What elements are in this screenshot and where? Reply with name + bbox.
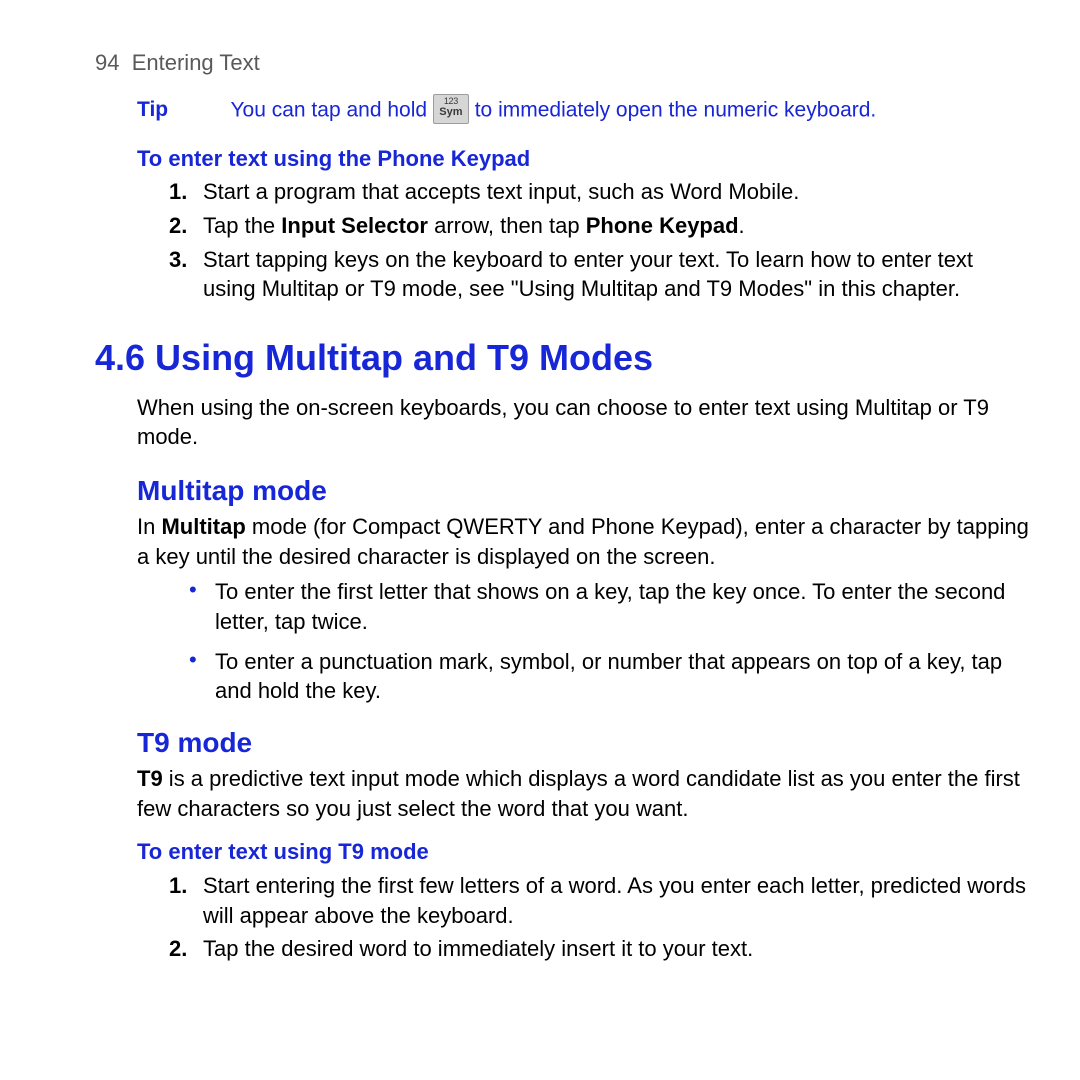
t9-intro: T9 is a predictive text input mode which… (137, 764, 1030, 823)
list-item: Tap the desired word to immediately inse… (203, 934, 1030, 964)
phone-keypad-steps: Start a program that accepts text input,… (95, 177, 1030, 304)
step-text: Start a program that accepts text input,… (203, 179, 799, 204)
step-text: arrow, then tap (428, 213, 586, 238)
tip-text-before: You can tap and hold (230, 98, 432, 121)
t9-sub-heading: To enter text using T9 mode (137, 837, 1030, 867)
text-bold: T9 (137, 766, 163, 791)
manual-page: 94 Entering Text Tip You can tap and hol… (0, 0, 1080, 1080)
step-bold: Input Selector (281, 213, 428, 238)
list-item: Start a program that accepts text input,… (203, 177, 1030, 207)
list-item: To enter a punctuation mark, symbol, or … (215, 647, 1030, 706)
step-bold: Phone Keypad (586, 213, 739, 238)
t9-steps: Start entering the first few letters of … (95, 871, 1030, 964)
step-text: Tap the (203, 213, 281, 238)
key-icon-top: 123 (434, 95, 468, 106)
step-text: Start tapping keys on the keyboard to en… (203, 247, 973, 302)
tip-block: Tip You can tap and hold 123 Sym to imme… (137, 96, 1030, 126)
section-intro: When using the on-screen keyboards, you … (137, 393, 1030, 452)
multitap-heading: Multitap mode (137, 472, 1030, 510)
section-heading: 4.6 Using Multitap and T9 Modes (95, 334, 1030, 383)
running-header: 94 Entering Text (95, 48, 1030, 78)
tip-label: Tip (137, 96, 225, 124)
bullet-text: To enter a punctuation mark, symbol, or … (215, 649, 1002, 704)
tip-text-after: to immediately open the numeric keyboard… (475, 98, 877, 121)
multitap-bullets: To enter the first letter that shows on … (95, 577, 1030, 706)
sym-key-icon: 123 Sym (433, 94, 469, 124)
step-text: Tap the desired word to immediately inse… (203, 936, 753, 961)
text: mode (for Compact QWERTY and Phone Keypa… (137, 514, 1029, 569)
list-item: To enter the first letter that shows on … (215, 577, 1030, 636)
t9-heading: T9 mode (137, 724, 1030, 762)
step-text: . (739, 213, 745, 238)
page-number: 94 (95, 50, 119, 75)
chapter-title: Entering Text (132, 50, 260, 75)
step-text: Start entering the first few letters of … (203, 873, 1026, 928)
text: is a predictive text input mode which di… (137, 766, 1020, 821)
list-item: Start entering the first few letters of … (203, 871, 1030, 930)
multitap-intro: In Multitap mode (for Compact QWERTY and… (137, 512, 1030, 571)
bullet-text: To enter the first letter that shows on … (215, 579, 1005, 634)
phone-keypad-heading: To enter text using the Phone Keypad (137, 144, 1030, 174)
text-bold: Multitap (161, 514, 245, 539)
text: In (137, 514, 161, 539)
key-icon-bottom: Sym (434, 106, 468, 118)
list-item: Start tapping keys on the keyboard to en… (203, 245, 1030, 304)
list-item: Tap the Input Selector arrow, then tap P… (203, 211, 1030, 241)
